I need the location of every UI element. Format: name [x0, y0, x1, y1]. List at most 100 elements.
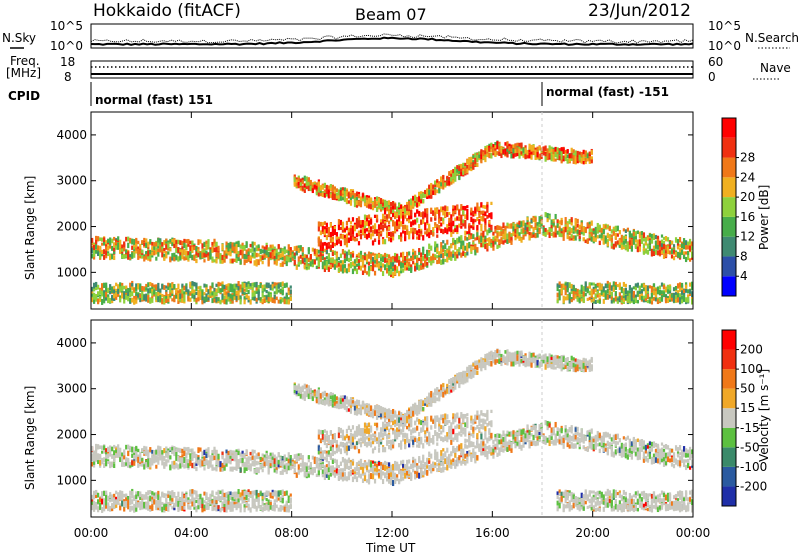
power-cell-3206 [540, 221, 543, 226]
power-cell-1748 [361, 270, 365, 276]
power-cell-1065 [267, 282, 270, 289]
power-cell-3699 [604, 237, 607, 242]
power-cell-3821 [624, 238, 627, 244]
power-cell-1272 [303, 187, 306, 193]
power-cell-2669 [464, 235, 467, 241]
power-cell-1338 [315, 265, 318, 270]
power-cell-2381 [432, 260, 435, 264]
power-cell-3708 [606, 239, 609, 244]
power-cell-3226 [542, 146, 545, 152]
power-cell-1916 [379, 198, 383, 205]
velocity-cell-305 [141, 448, 144, 453]
power-cell-3545 [582, 149, 585, 154]
power-cell-3629 [592, 230, 595, 234]
power-cell-376 [153, 246, 156, 250]
power-cell-867 [235, 243, 238, 250]
power-cell-131 [111, 296, 114, 301]
power-cell-136 [113, 255, 116, 261]
power-cell-838 [229, 293, 232, 299]
power-cell-849 [231, 287, 234, 293]
power-cell-2344 [428, 252, 431, 256]
power-cell-2157 [406, 217, 409, 222]
power-cell-2476 [442, 175, 445, 180]
velocity-cell-645 [197, 494, 200, 498]
power-cell-748 [215, 258, 218, 264]
power-cell-1456 [327, 242, 330, 247]
power-cell-415 [159, 288, 162, 294]
power-cell-366 [151, 285, 154, 292]
power-cell-3713 [606, 224, 609, 229]
power-cell-3444 [572, 230, 575, 234]
power-cell-977 [253, 251, 256, 256]
velocity-cell-74 [103, 457, 106, 463]
power-cell-2031 [392, 222, 395, 227]
power-cell-1300 [307, 177, 310, 182]
power-cell-742 [213, 287, 216, 292]
power-cell-2882 [488, 237, 491, 242]
power-cell-1794 [365, 228, 369, 232]
power-cell-1034 [263, 246, 266, 253]
power-cell-3870 [632, 297, 635, 302]
power-cell-3955 [646, 299, 650, 304]
power-cell-509 [175, 244, 178, 249]
velocity-cell-314 [143, 445, 146, 450]
power-cell-3669 [598, 299, 601, 304]
power-cell-4001 [654, 249, 658, 255]
power-cell-646 [197, 293, 200, 297]
power-cell-4169 [682, 244, 686, 250]
power-cell-334 [145, 287, 148, 291]
power-cell-2207 [412, 195, 415, 201]
velocity-cell-610 [191, 501, 194, 507]
velocity-cell-561 [183, 505, 186, 510]
power-cell-1977 [385, 232, 389, 238]
power-cell-1070 [269, 257, 272, 261]
power-cell-4161 [680, 287, 684, 292]
velocity-cell-675 [203, 467, 206, 471]
power-cell-3244 [546, 212, 549, 217]
power-cell-527 [177, 283, 180, 290]
power-cell-2589 [454, 208, 457, 214]
power-cell-383 [153, 291, 156, 295]
power-cell-3385 [564, 282, 567, 287]
power-cell-2266 [418, 234, 421, 240]
power-cell-151 [115, 288, 118, 293]
power-cell-2477 [442, 179, 445, 184]
power-cell-2758 [474, 245, 477, 250]
power-cell-3873 [632, 290, 635, 296]
power-cell-2926 [492, 144, 495, 148]
power-cell-2558 [452, 250, 455, 254]
power-cell-515 [175, 287, 178, 294]
power-cell-1255 [301, 247, 304, 253]
power-cell-1839 [371, 252, 375, 256]
velocity-cell-670 [201, 503, 204, 509]
power-cell-2020 [392, 262, 395, 267]
power-cell-4126 [674, 292, 678, 296]
power-cell-2746 [472, 155, 475, 159]
power-cell-2706 [468, 161, 471, 168]
velocity-cell-201 [123, 505, 126, 512]
power-cell-1685 [353, 197, 357, 203]
velocity-cell-287 [137, 502, 140, 506]
power-cell-487 [171, 291, 174, 296]
power-cell-3436 [570, 147, 573, 153]
power-cell-3827 [624, 283, 627, 288]
power-cell-524 [177, 300, 180, 304]
velocity-cell-260 [133, 503, 136, 510]
power-cell-2668 [464, 253, 467, 257]
power-cell-3654 [596, 291, 599, 298]
power-cell-447 [165, 244, 168, 250]
power-cell-532 [179, 252, 182, 258]
power-cell-2565 [452, 171, 455, 176]
power-cell-903 [241, 254, 244, 258]
power-cell-739 [213, 293, 216, 299]
power-cell-3099 [522, 221, 525, 227]
power-cell-367 [151, 288, 154, 294]
power-cell-2458 [440, 181, 443, 187]
power-cell-81 [103, 298, 106, 304]
power-cell-191 [121, 285, 124, 292]
power-cell-4193 [686, 245, 690, 250]
velocity-cell-590 [189, 460, 192, 467]
power-cell-2164 [408, 261, 411, 267]
power-cell-1792 [365, 197, 369, 202]
power-cell-1851 [371, 233, 375, 237]
